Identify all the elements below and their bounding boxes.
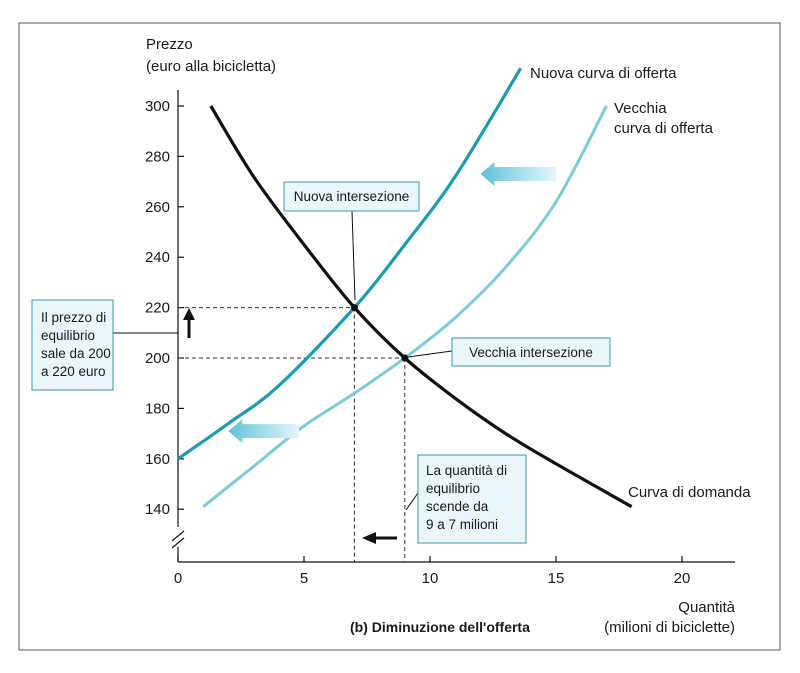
new-supply-label: Nuova curva di offerta xyxy=(530,65,677,82)
old-intersection-box xyxy=(451,337,611,367)
price-annotation-line-4: a 220 euro xyxy=(41,364,106,379)
y-tick-label: 180 xyxy=(145,400,170,417)
y-tick-label: 200 xyxy=(145,350,170,367)
axis-break-mark-2 xyxy=(171,537,185,549)
quantity-annotation-line-4: 9 a 7 milioni xyxy=(426,517,498,532)
x-tick-label: 5 xyxy=(300,570,308,587)
chart-subtitle: (b) Diminuzione dell'offerta xyxy=(350,619,530,635)
price-up-arrow-head xyxy=(183,308,195,320)
x-tick-label: 15 xyxy=(548,570,565,587)
y-tick-label: 240 xyxy=(145,249,170,266)
y-tick-label: 220 xyxy=(145,300,170,317)
new-intersection-label: Nuova intersezione xyxy=(294,189,410,204)
x-tick-group: 0 5 10 15 20 xyxy=(174,556,691,587)
x-axis-title: Quantità xyxy=(678,599,735,616)
y-tick-label: 260 xyxy=(145,199,170,216)
old-intersection-label: Vecchia intersezione xyxy=(469,345,593,360)
y-tick-label: 140 xyxy=(145,501,170,518)
old-supply-curve xyxy=(202,105,608,508)
quantity-annotation-box xyxy=(417,454,527,544)
x-tick-label: 0 xyxy=(174,570,182,587)
shift-arrow-group xyxy=(228,162,556,444)
x-tick-label: 10 xyxy=(422,570,439,587)
new-intersection-leader xyxy=(351,210,356,301)
y-tick-label: 300 xyxy=(145,98,170,115)
supply-shift-arrow xyxy=(480,162,556,187)
demand-label: Curva di domanda xyxy=(628,484,751,501)
figure-frame xyxy=(18,22,781,651)
y-tick-label: 280 xyxy=(145,148,170,165)
y-axis-unit: (euro alla bicicletta) xyxy=(146,58,276,75)
axis-break-mark-1 xyxy=(171,530,185,542)
price-annotation-line-3: sale da 200 xyxy=(41,346,111,361)
y-axis-title: Prezzo xyxy=(146,36,193,53)
old-intersection-point xyxy=(401,354,409,362)
new-intersection-point xyxy=(350,304,358,312)
x-axis-unit: (milioni di biciclette) xyxy=(604,619,735,636)
demand-curve xyxy=(209,105,633,509)
quantity-annotation-line-1: La quantità di xyxy=(426,463,507,478)
price-annotation-line-1: Il prezzo di xyxy=(41,310,106,325)
quantity-box-leader xyxy=(405,492,419,511)
quantity-left-arrow-head xyxy=(362,532,376,544)
quantity-annotation-line-2: equilibrio xyxy=(426,481,480,496)
new-supply-curve xyxy=(177,67,523,461)
x-tick-label: 20 xyxy=(674,570,691,587)
old-supply-label-line-2: curva di offerta xyxy=(614,120,714,137)
supply-shift-arrow xyxy=(228,419,299,444)
quantity-annotation-line-3: scende da xyxy=(426,499,489,514)
y-tick-group: 140 160 180 200 220 240 260 280 300 xyxy=(145,98,184,518)
price-annotation-line-2: equilibrio xyxy=(41,328,95,343)
old-intersection-leader xyxy=(407,350,453,358)
price-annotation-box xyxy=(31,299,114,391)
old-supply-label-line-1: Vecchia xyxy=(614,100,667,117)
y-tick-label: 160 xyxy=(145,451,170,468)
new-intersection-box xyxy=(283,181,420,212)
guide-lines xyxy=(178,307,406,562)
